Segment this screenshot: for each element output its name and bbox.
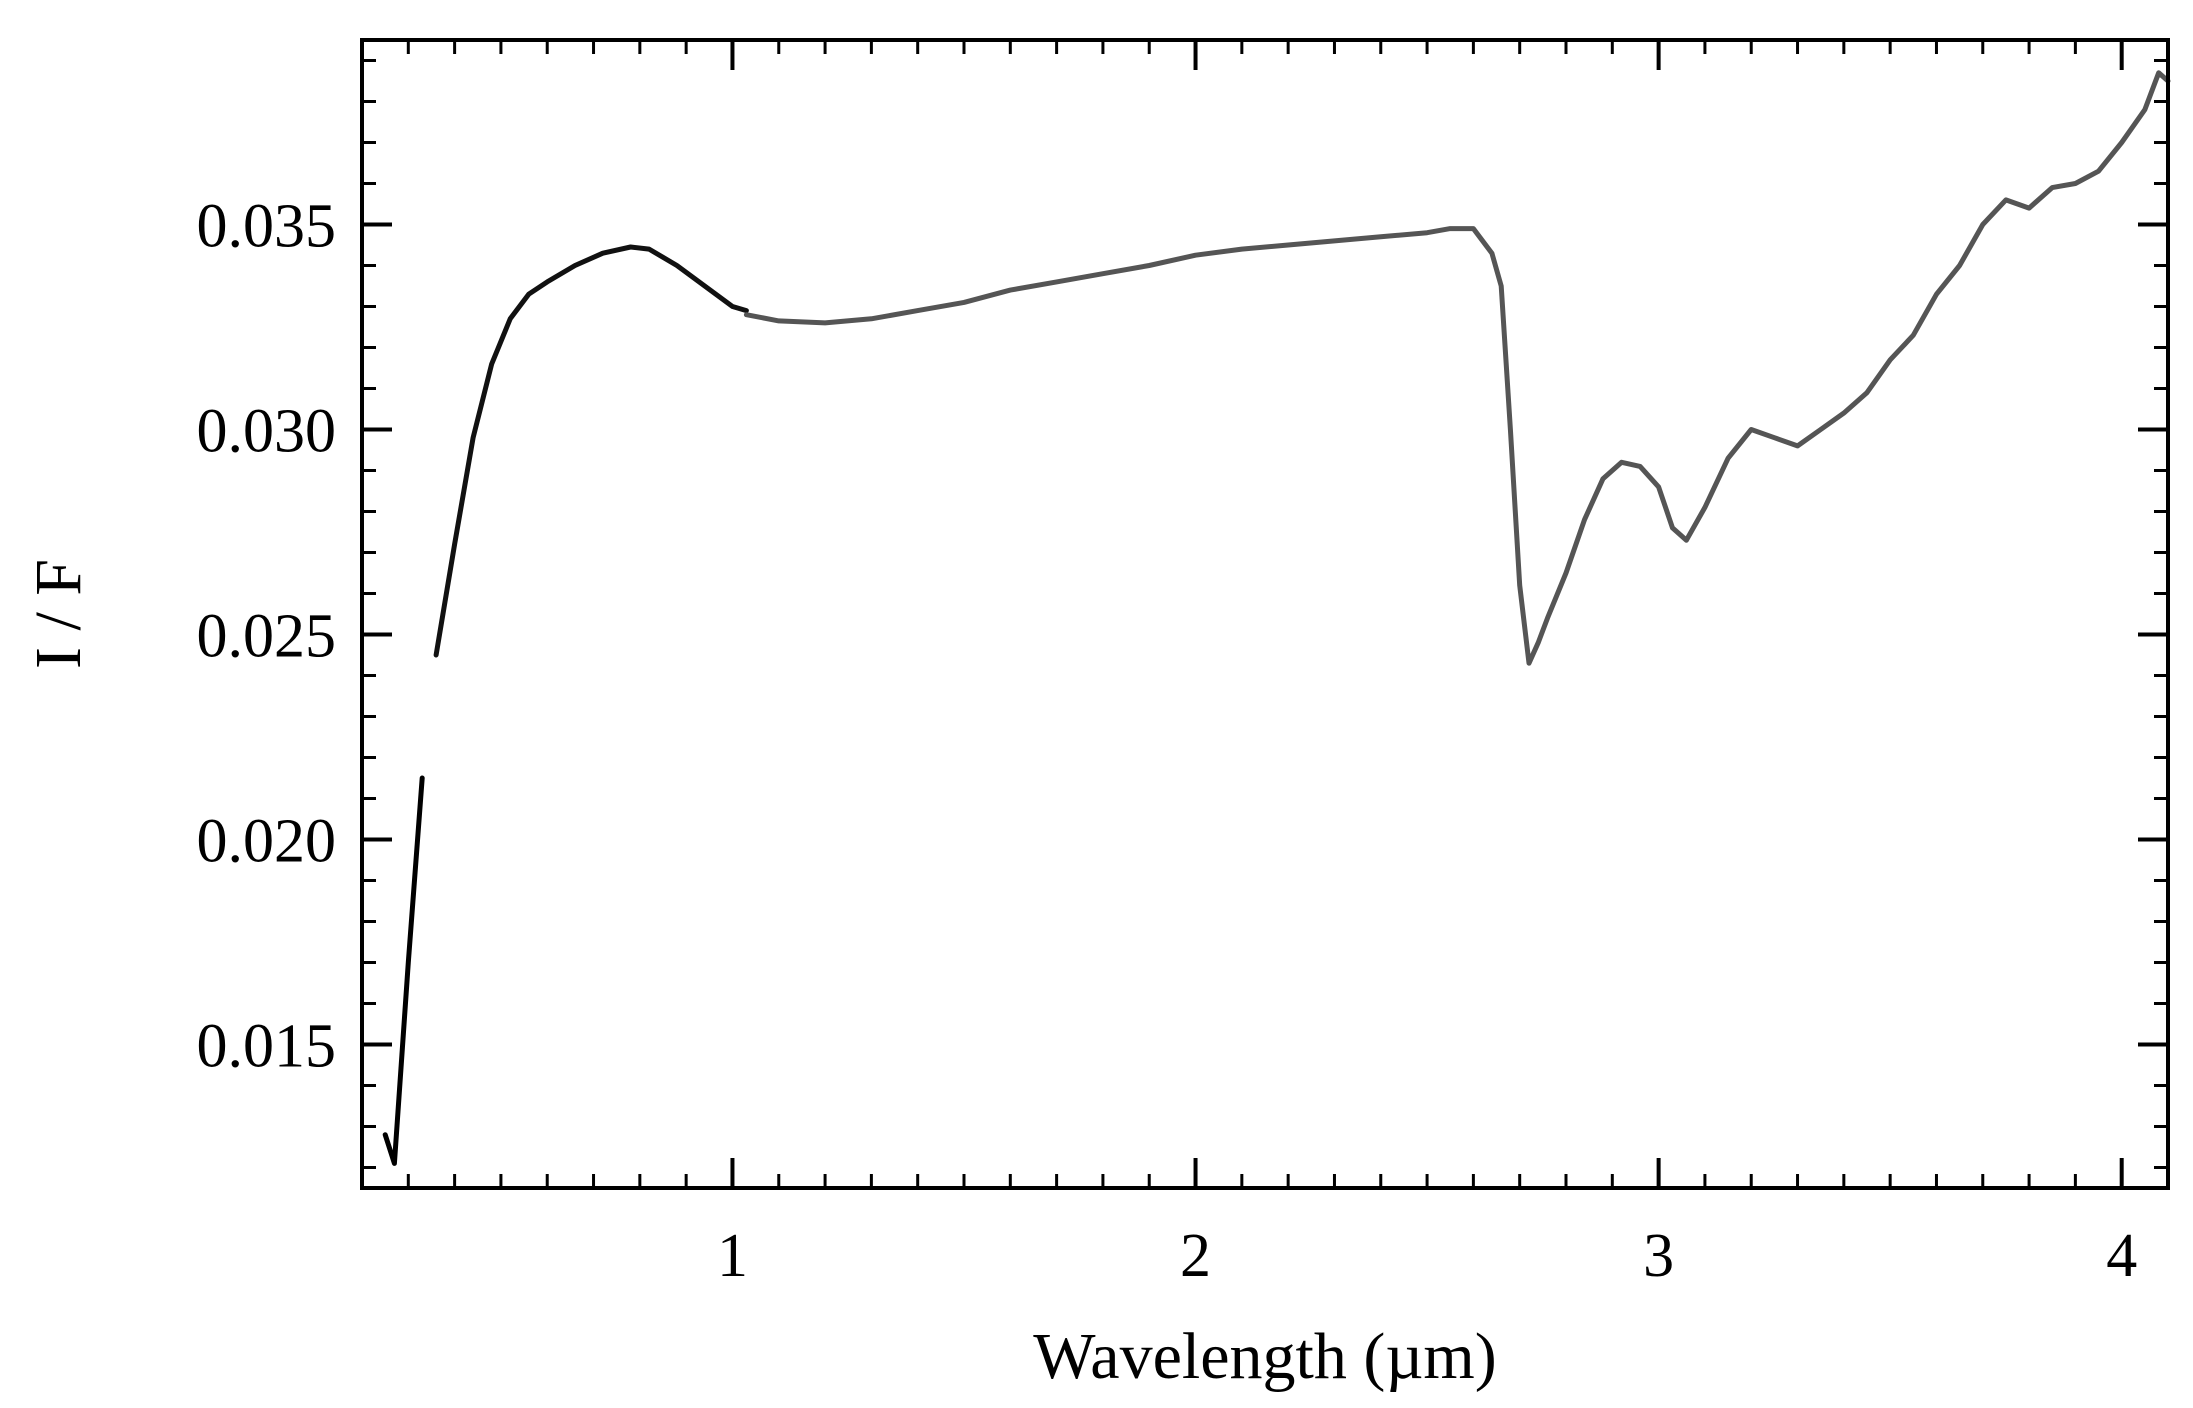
- x-tick-label: 2: [1180, 1222, 1211, 1290]
- series-line-2: [433, 244, 749, 658]
- plot-frame: [360, 38, 2170, 1190]
- series-layer: [382, 70, 2171, 1166]
- y-tick-label: 0.035: [197, 193, 337, 261]
- y-tick-label: 0.025: [197, 603, 337, 671]
- y-tick-label: 0.020: [197, 808, 337, 876]
- x-tick-label: 1: [717, 1222, 748, 1290]
- major-ticks: [362, 40, 2168, 1188]
- x-tick-label: 3: [1643, 1222, 1674, 1290]
- series-line-1: [382, 775, 425, 1166]
- y-axis-title: I / F: [22, 559, 95, 669]
- series-line-3: [743, 70, 2171, 666]
- x-axis-title: Wavelength (µm): [1033, 1320, 1496, 1393]
- x-tick-label: 4: [2106, 1222, 2137, 1290]
- y-tick-label: 0.015: [197, 1013, 337, 1081]
- y-tick-label: 0.030: [197, 398, 337, 466]
- tick-labels: 1 2 3 4 0.015 0.020 0.025 0.030 0.035: [197, 193, 2138, 1291]
